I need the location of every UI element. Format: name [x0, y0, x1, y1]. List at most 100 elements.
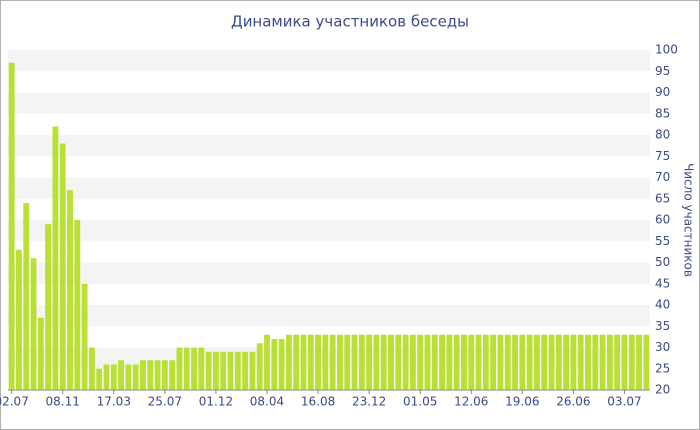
bar	[628, 334, 635, 390]
bar	[344, 334, 351, 390]
bar	[96, 368, 103, 390]
bar	[271, 339, 278, 390]
bar	[577, 334, 584, 390]
bar	[307, 334, 314, 390]
x-tick-label: 17.03	[97, 395, 131, 409]
bar	[643, 334, 650, 390]
x-tick-label: 16.08	[301, 395, 335, 409]
x-tick-label: 25.07	[148, 395, 182, 409]
y-tick-label: 80	[655, 128, 670, 142]
bar	[482, 334, 489, 390]
bar	[548, 334, 555, 390]
x-tick-label: 19.06	[505, 395, 539, 409]
bar	[23, 203, 30, 390]
bar	[468, 334, 475, 390]
bar	[16, 249, 22, 390]
bar	[118, 360, 124, 390]
bar	[249, 351, 256, 390]
bar	[125, 364, 132, 390]
bar	[497, 334, 504, 390]
bar	[205, 351, 212, 390]
bar	[453, 334, 460, 390]
bar	[431, 334, 438, 390]
bar	[256, 343, 263, 390]
bar	[512, 334, 518, 390]
bar	[220, 351, 227, 390]
y-tick-label: 25	[655, 361, 670, 375]
bar	[110, 364, 117, 390]
bar	[636, 334, 642, 390]
bar	[402, 334, 409, 390]
grid-band	[8, 262, 650, 284]
grid-band	[8, 50, 650, 72]
x-tick-label: 01.12	[199, 395, 233, 409]
bar	[300, 334, 307, 390]
y-tick-label: 65	[655, 191, 670, 205]
x-tick-label: 01.05	[403, 395, 437, 409]
grid-band	[8, 347, 650, 369]
bar	[475, 334, 482, 390]
bar	[147, 360, 154, 390]
y-tick-label: 50	[655, 255, 670, 269]
bar	[599, 334, 606, 390]
bar	[132, 364, 139, 390]
bar	[373, 334, 380, 390]
bar	[234, 351, 241, 390]
bar	[519, 334, 526, 390]
bar	[140, 360, 146, 390]
x-tick-label: 08.11	[46, 395, 80, 409]
bar	[176, 347, 183, 390]
bar	[198, 347, 205, 390]
bar	[183, 347, 190, 390]
bar	[446, 334, 453, 390]
y-tick-label: 40	[655, 298, 670, 312]
bar	[504, 334, 511, 390]
x-tick-label: 12.06	[454, 395, 488, 409]
grid-band	[8, 92, 650, 114]
bar	[351, 334, 358, 390]
bar	[541, 334, 548, 390]
grid-band	[8, 135, 650, 157]
bar	[264, 334, 270, 390]
bar	[59, 143, 66, 390]
bar	[337, 334, 343, 390]
y-tick-label: 70	[655, 170, 670, 184]
bar	[74, 220, 81, 390]
x-tick-label: 03.07	[607, 395, 641, 409]
y-tick-label: 30	[655, 340, 670, 354]
x-tick-label: 23.12	[352, 395, 386, 409]
y-tick-label: 35	[655, 319, 670, 333]
bar	[358, 334, 365, 390]
bar	[161, 360, 168, 390]
bar	[366, 334, 373, 390]
bar	[45, 224, 52, 390]
bar	[424, 334, 431, 390]
y-tick-label: 75	[655, 149, 670, 163]
bar	[388, 334, 394, 390]
bar	[285, 334, 292, 390]
bar	[30, 258, 37, 390]
bar	[278, 339, 285, 390]
bar	[8, 62, 15, 390]
bar	[621, 334, 628, 390]
bar	[88, 347, 95, 390]
grid-band	[8, 220, 650, 242]
bar	[293, 334, 300, 390]
x-tick-label: 02.07	[0, 395, 29, 409]
bar	[526, 334, 533, 390]
bar	[169, 360, 176, 390]
bar	[322, 334, 329, 390]
bar	[213, 351, 219, 390]
bar	[409, 334, 416, 390]
bar	[242, 351, 249, 390]
chart-title: Динамика участников беседы	[231, 13, 469, 31]
bar	[315, 334, 321, 390]
bar	[534, 334, 540, 390]
bar	[191, 347, 197, 390]
y-tick-label: 45	[655, 276, 670, 290]
y-tick-label: 20	[655, 383, 670, 397]
bar	[52, 126, 59, 390]
bar	[570, 334, 577, 390]
grid-band	[8, 305, 650, 327]
